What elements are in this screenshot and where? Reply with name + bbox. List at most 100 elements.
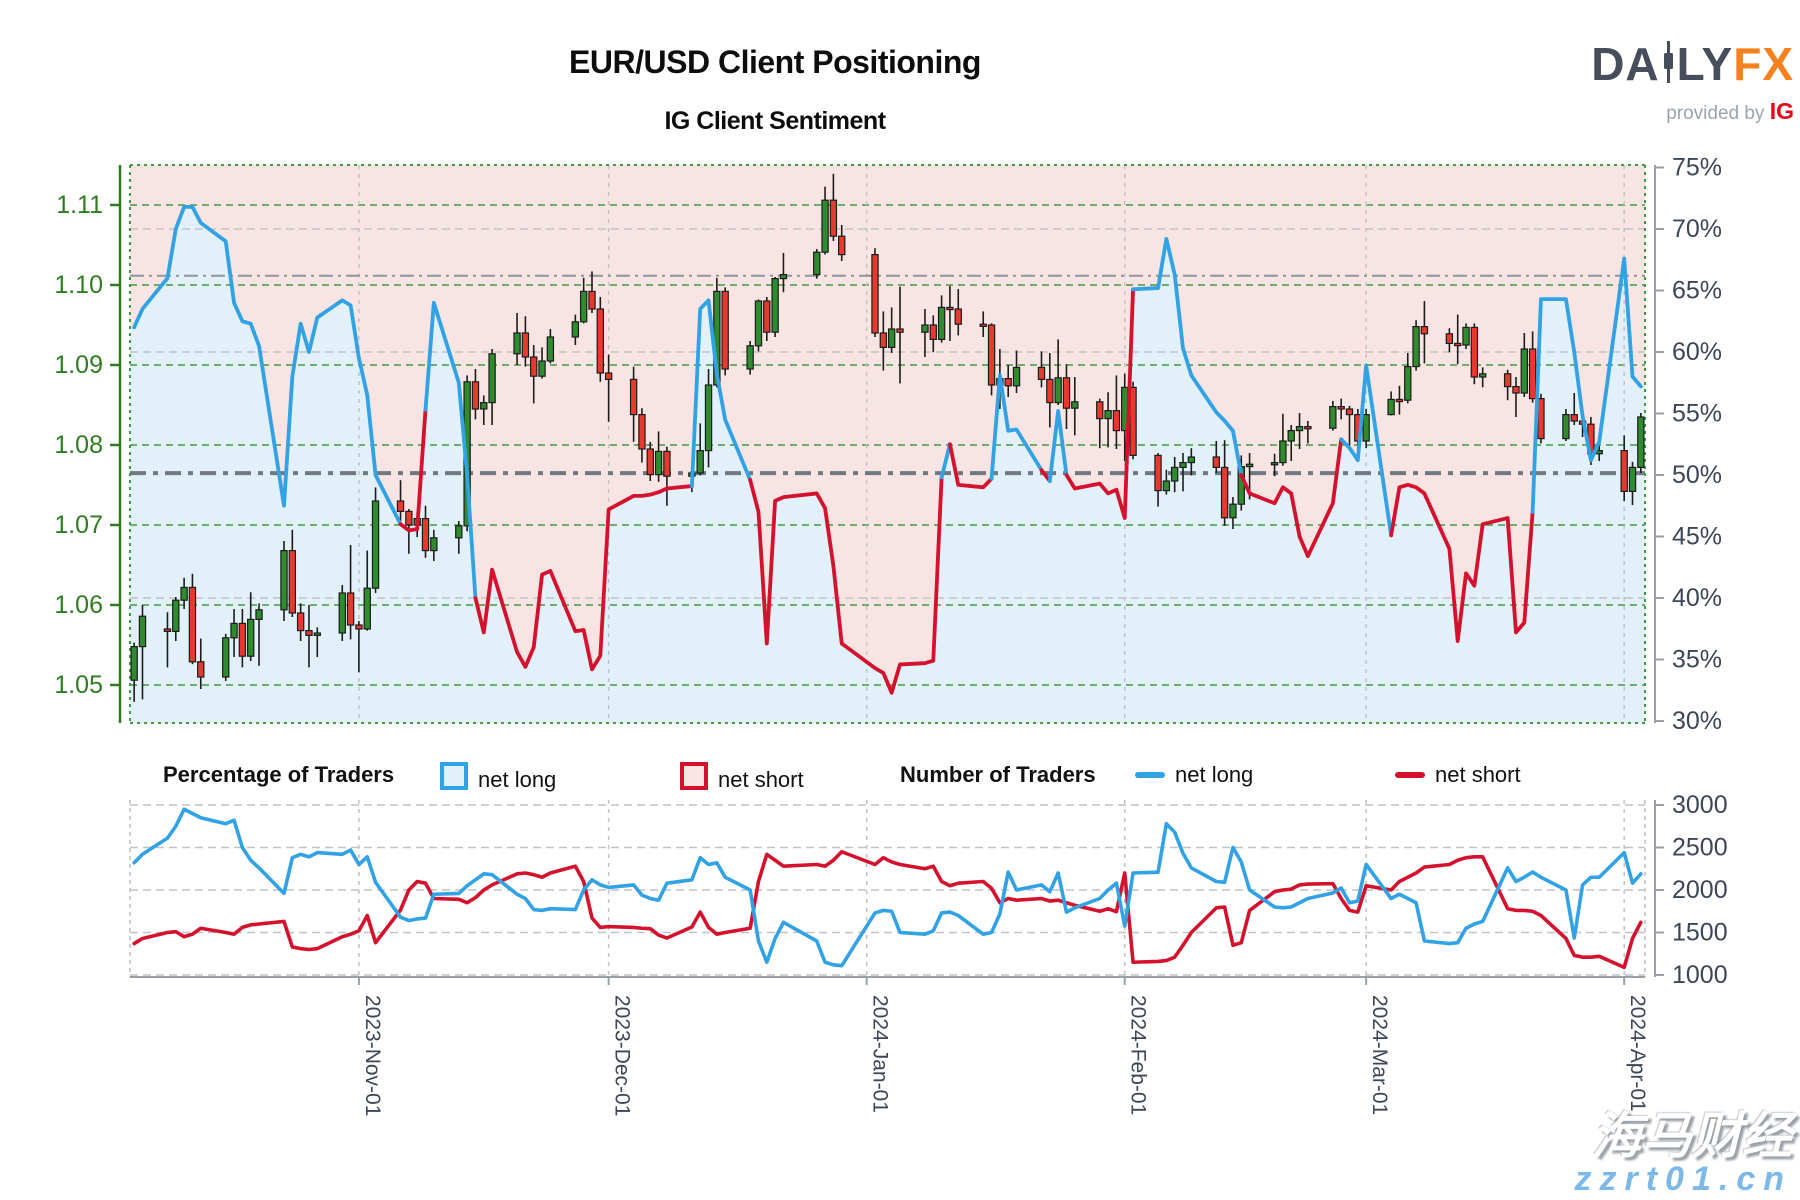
candle-body: [521, 332, 530, 358]
candle-body: [1445, 333, 1454, 344]
candle-body: [1054, 377, 1062, 404]
candle-body: [1404, 366, 1412, 401]
chart-header: EUR/USD Client Positioning IG Client Sen…: [130, 44, 1420, 136]
sentiment-axis-label: 55%: [1672, 400, 1722, 428]
legend-num-net-short-label: net short: [1435, 762, 1521, 787]
date-axis-label: 2024-Mar-01: [1368, 995, 1391, 1115]
sentiment-fill-below: [130, 206, 1645, 724]
candle-body: [987, 324, 996, 386]
legend-pct-net-long-label: net long: [478, 767, 557, 792]
candle-body: [488, 353, 496, 404]
sentiment-line-segment: [748, 475, 944, 695]
candle-body: [222, 637, 230, 678]
candle-body: [455, 525, 463, 539]
candle-body: [363, 587, 371, 630]
candle-body: [1037, 366, 1046, 380]
candle-body: [405, 510, 413, 526]
candle-body: [1229, 503, 1237, 519]
sentiment-line-segment: [1131, 236, 1244, 477]
traders-net-short-line: [132, 849, 1643, 970]
candle-body: [887, 328, 896, 348]
candle-body: [937, 306, 946, 340]
candle-body: [646, 448, 654, 476]
candle-body: [1503, 373, 1512, 388]
candle-body: [1337, 406, 1345, 410]
candle-body: [1637, 416, 1645, 469]
candle-body: [1179, 462, 1187, 469]
legend-num-net-short: net short: [1395, 762, 1521, 788]
date-axis-label: 2024-Jan-01: [869, 995, 892, 1113]
sentiment-line-segment: [473, 484, 694, 672]
candle-body: [1096, 401, 1104, 420]
sentiment-line-segment: [398, 407, 428, 533]
candle-body: [371, 500, 380, 589]
candle-body: [1279, 440, 1287, 464]
candle-body: [1620, 450, 1628, 493]
candle-body: [396, 500, 405, 512]
sentiment-line-segment: [423, 300, 478, 600]
candle-body: [1112, 410, 1121, 432]
sentiment-axis-label: 30%: [1672, 707, 1722, 735]
candle-body: [1462, 326, 1470, 346]
date-axis-label: 2023-Nov-01: [361, 995, 384, 1116]
candle-body: [871, 254, 879, 334]
ig-logo: IG: [1769, 98, 1794, 124]
candlestick-icon: [1661, 40, 1676, 91]
candle-body: [1170, 466, 1179, 482]
candle-body: [696, 450, 704, 474]
traders-net-long-line: [132, 807, 1643, 968]
candle-body: [163, 628, 172, 632]
candle-body: [230, 622, 238, 639]
price-axis-label: 1.06: [54, 591, 103, 619]
price-axis-label: 1.11: [56, 191, 103, 219]
candle-body: [305, 629, 313, 636]
legend-number-header: Number of Traders: [900, 762, 1096, 787]
candle-body: [313, 632, 321, 636]
count-axis-label: 1000: [1672, 961, 1728, 989]
price-axis-label: 1.08: [54, 431, 103, 459]
candle-body: [296, 612, 305, 632]
candle-body: [596, 308, 605, 374]
candle-body: [1329, 406, 1337, 429]
sentiment-axis-label: 70%: [1672, 215, 1722, 243]
sentiment-line-segment: [989, 373, 1044, 481]
count-axis-label: 2500: [1672, 834, 1728, 862]
sentiment-line-segment: [132, 204, 403, 527]
watermark-chinese: 海马财经: [1592, 1107, 1792, 1164]
candle-body: [197, 661, 205, 678]
candle-body: [1245, 463, 1254, 468]
dailyfx-logo: DA LYFX provided by IG: [1591, 40, 1794, 123]
candle-body: [929, 324, 937, 340]
net-short-line-icon: [1395, 772, 1425, 778]
provided-by-row: provided by IG: [1591, 98, 1794, 124]
sentiment-line-segment: [1239, 437, 1344, 559]
legend-num-net-long: net long: [1135, 762, 1253, 788]
candle-body: [1304, 426, 1312, 430]
candle-body: [1012, 366, 1021, 387]
candle-body: [247, 618, 255, 657]
candle-body: [838, 235, 846, 256]
candle-body: [1362, 414, 1370, 442]
candle-body: [530, 356, 538, 377]
candle-body: [1154, 454, 1162, 492]
candle-body: [979, 323, 987, 328]
legend-pct-net-short: net short: [680, 762, 804, 793]
candle-body: [288, 549, 297, 614]
candle-body: [1562, 414, 1570, 440]
candle-body: [704, 384, 713, 452]
sentiment-axis-label: 35%: [1672, 646, 1722, 674]
candle-body: [813, 251, 821, 276]
dailyfx-wordmark: DA LYFX: [1591, 40, 1794, 91]
watermark-url: zzrt01.cn: [1574, 1160, 1792, 1199]
candle-body: [1470, 326, 1479, 378]
sentiment-line-segment: [1064, 287, 1135, 520]
candle-body: [1046, 378, 1054, 404]
candle-body: [579, 290, 588, 323]
candle-body: [538, 360, 546, 377]
sentiment-axis-label: 60%: [1672, 338, 1722, 366]
candle-body: [604, 372, 613, 381]
candle-body: [1212, 456, 1221, 468]
candle-body: [896, 328, 904, 333]
candle-body: [238, 622, 247, 657]
